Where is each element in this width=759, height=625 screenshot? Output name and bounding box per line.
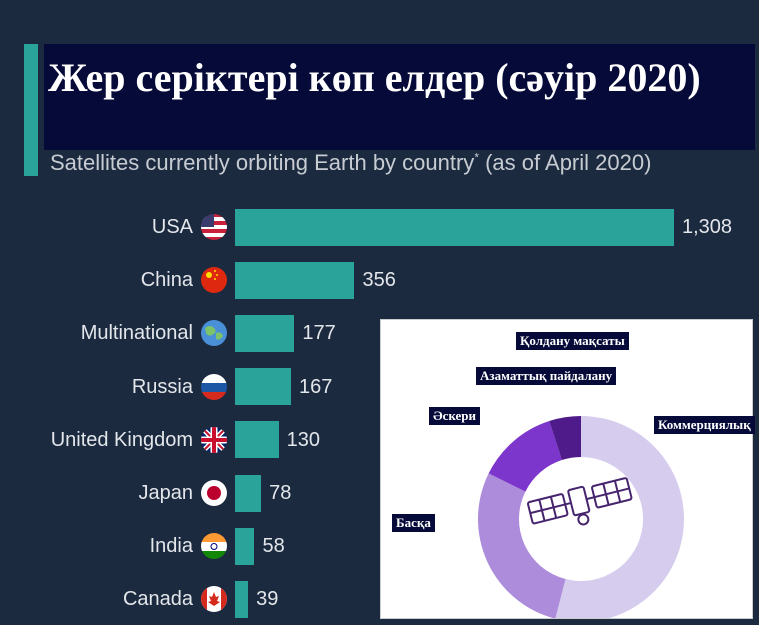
bar-category-label: Multinational — [80, 322, 193, 345]
donut-segments — [477, 416, 684, 622]
bar-category-label: Canada — [122, 588, 193, 611]
usa-flag-icon — [200, 213, 228, 241]
donut-slice — [477, 473, 566, 619]
china-flag-icon — [200, 266, 228, 294]
subtitle-suffix: (as of April 2020) — [478, 150, 652, 175]
bar-value-label: 177 — [302, 322, 336, 345]
page-title: Жер серіктері көп елдер (сәуір 2020) — [48, 55, 701, 100]
subtitle-footnote-mark: * — [474, 150, 479, 165]
donut-value-military: 339 — [473, 427, 494, 442]
bar-value-label: 167 — [299, 375, 333, 398]
satellite-icon — [527, 477, 633, 526]
donut-label-military: Әскери — [429, 407, 481, 425]
donut-label-other: Басқа — [392, 514, 435, 532]
donut-value-civil: 133 — [549, 387, 570, 402]
donut-slice — [555, 416, 684, 622]
globe-icon — [200, 319, 228, 347]
donut-value-other: 754 — [449, 540, 470, 555]
donut-chart — [477, 416, 684, 622]
uk-flag-icon — [200, 426, 228, 454]
bar-category-label: United Kingdom — [50, 428, 193, 451]
accent-bar — [24, 44, 38, 176]
canada-flag-icon — [200, 585, 228, 613]
donut-label-civil: Азаматтық пайдалану — [476, 367, 617, 385]
bar-category-label: Russia — [131, 375, 193, 398]
donut-slice — [488, 421, 562, 492]
bar-category-label: China — [140, 269, 193, 292]
russia-flag-icon — [200, 373, 228, 401]
japan-flag-icon — [200, 479, 228, 507]
bar-value-label: 1,308 — [682, 216, 733, 238]
bar-category-label: Japan — [138, 482, 194, 504]
donut-slice — [549, 416, 581, 461]
bar — [235, 208, 674, 246]
bar-value-label: 78 — [269, 482, 292, 504]
bar — [235, 527, 255, 565]
donut-title: Қолдану мақсаты — [516, 332, 629, 350]
bar — [235, 368, 292, 406]
donut-panel — [380, 319, 753, 622]
bar-value-label: 39 — [256, 588, 279, 611]
bar-value-label: 58 — [262, 535, 285, 558]
title-box — [44, 44, 755, 150]
india-flag-icon — [200, 532, 228, 560]
bar-value-label: 130 — [286, 428, 320, 451]
donut-value-commercial: 1,440 — [681, 441, 713, 456]
bar-value-label: 356 — [362, 269, 396, 292]
bar-category-label: India — [149, 535, 193, 558]
page-subtitle: Satellites currently orbiting Earth by c… — [50, 150, 651, 176]
donut-label-commercial: Коммерциялық — [654, 416, 755, 434]
bar — [235, 421, 279, 459]
bar — [235, 314, 295, 352]
bar — [235, 261, 355, 299]
bar — [235, 580, 249, 618]
bar-category-label: USA — [151, 216, 193, 238]
bar — [235, 474, 262, 512]
subtitle-text: Satellites currently orbiting Earth by c… — [50, 150, 475, 175]
